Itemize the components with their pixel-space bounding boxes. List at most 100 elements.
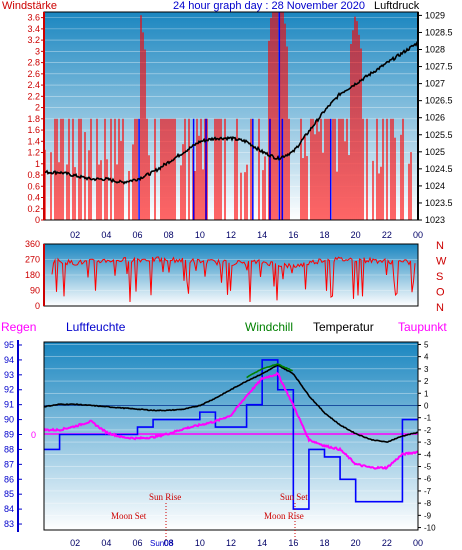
regen-zero-label: 0 [31, 430, 36, 440]
time-tick-label: 00 [413, 230, 423, 240]
humidity-tick-label: 88 [4, 444, 14, 454]
time-tick-label: 22 [382, 538, 392, 548]
time-tick-label: 12 [226, 230, 236, 240]
temperature-tick-label: -9 [424, 511, 432, 520]
temperature-tick-label: -2 [424, 426, 432, 435]
wind-direction-degree-axis: 0 90 180 270 360 [25, 239, 40, 311]
time-tick-label: 08 [164, 538, 174, 548]
wind-direction-series [51, 256, 416, 303]
sun-at-08-label: Sun08 [150, 539, 174, 548]
time-tick-label: 08 [164, 230, 174, 240]
time-tick-label: 10 [195, 230, 205, 240]
temperature-tick-label: 4 [424, 353, 429, 362]
time-tick-label: 00 [413, 538, 423, 548]
pressure-tick-label: 1023.5 [425, 198, 453, 208]
humidity-tick-label: 89 [4, 430, 14, 440]
time-tick-label: 12 [226, 538, 236, 548]
moon-set-label: Moon Set [111, 511, 147, 521]
time-tick-label: 22 [382, 230, 392, 240]
time-tick-label: 20 [351, 230, 361, 240]
pressure-tick-label: 1023 [425, 215, 445, 225]
time-tick-label: 02 [70, 230, 80, 240]
pressure-tick-label: 1025 [425, 147, 445, 157]
time-tick-label: 06 [132, 538, 142, 548]
pressure-axis: 1023 1023.5 1024 1024.5 1025 1025.5 1026 1026.5… [418, 10, 453, 225]
humidity-line [44, 359, 418, 510]
temperature-tick-label: -3 [424, 438, 432, 447]
wind-tick-label: 2 [35, 103, 40, 113]
temperature-tick-label: 0 [424, 401, 429, 410]
temperature-tick-label: -5 [424, 463, 432, 472]
temperature-humidity-series [44, 359, 418, 510]
time-tick-label: 10 [195, 538, 205, 548]
wind-tick-label: 1.2 [27, 148, 40, 158]
temperature-line [44, 364, 418, 444]
time-tick-label: 06 [132, 230, 142, 240]
degree-tick-label: 180 [25, 270, 40, 280]
humidity-tick-label: 92 [4, 385, 14, 395]
humidity-tick-label: 83 [4, 519, 14, 529]
chart-title: 24 hour graph day : 28 November 2020 [173, 0, 365, 12]
pressure-tick-label: 1026.5 [425, 96, 453, 106]
humidity-tick-label: 94 [4, 355, 14, 365]
time-tick-label: 14 [257, 538, 267, 548]
time-tick-label: 16 [288, 230, 298, 240]
temperature-tick-label: -8 [424, 499, 432, 508]
temperature-tick-label: 5 [424, 340, 429, 349]
windchill-line [246, 363, 294, 379]
pressure-tick-label: 1026 [425, 113, 445, 123]
humidity-tick-label: 90 [4, 415, 14, 425]
temperature-tick-label: -7 [424, 487, 432, 496]
luftdruck-label: Luftdruck [374, 0, 420, 12]
wind-tick-label: 3.6 [27, 13, 40, 23]
wind-tick-label: 1.8 [27, 114, 40, 124]
taupunkt-line [44, 371, 418, 471]
pressure-tick-label: 1024 [425, 181, 445, 191]
temperature-tick-label: -1 [424, 414, 432, 423]
legend: Regen Luftfeuchte Windchill Temperatur T… [1, 320, 447, 334]
compass-tick-label: O [436, 287, 445, 299]
time-tick-label: 14 [257, 230, 267, 240]
humidity-tick-label: 84 [4, 504, 14, 514]
wind-tick-label: 1.6 [27, 125, 40, 135]
temperature-tick-label: 1 [424, 389, 429, 398]
compass-tick-label: W [436, 256, 447, 268]
time-axis-bottom: 02 04 06 08 10 12 14 16 18 20 22 00 [70, 538, 423, 548]
pressure-tick-label: 1029 [425, 10, 445, 20]
wind-tick-label: 2.4 [27, 80, 40, 90]
sun-rise-label: Sun Rise [149, 492, 181, 502]
windstaerke-label: Windstärke [2, 0, 57, 12]
time-tick-label: 20 [351, 538, 361, 548]
wind-tick-label: 3 [35, 46, 40, 56]
wind-speed-series [44, 12, 412, 220]
time-tick-label: 04 [101, 538, 111, 548]
astro-annotations: Sun Rise Sun Set Moon Set Moon Rise [111, 492, 308, 542]
time-tick-label: 18 [319, 538, 329, 548]
wind-tick-label: 2.6 [27, 69, 40, 79]
humidity-tick-label: 95 [4, 340, 14, 350]
wind-direction-line [51, 256, 416, 303]
degree-tick-label: 90 [30, 286, 40, 296]
temperature-tick-label: 2 [424, 377, 429, 386]
compass-tick-label: N [436, 240, 444, 252]
time-tick-label: 16 [288, 538, 298, 548]
wind-tick-label: 2.2 [27, 91, 40, 101]
wind-tick-label: 0.2 [27, 204, 40, 214]
wind-tick-label: 0.8 [27, 170, 40, 180]
sun-set-label: Sun Set [280, 492, 308, 502]
wind-speed-axis: 00.20.4 0.60.811.2 1.41.61.82 2.22.42.62.8 3… [27, 13, 44, 225]
legend-windchill: Windchill [245, 320, 293, 334]
compass-tick-label: N [436, 302, 444, 314]
wind-tick-label: 3.2 [27, 35, 40, 45]
wind-tick-label: 0 [35, 215, 40, 225]
pressure-tick-label: 1027.5 [425, 62, 453, 72]
pressure-tick-label: 1025.5 [425, 130, 453, 140]
pressure-tick-label: 1024.5 [425, 164, 453, 174]
pressure-tick-label: 1028 [425, 45, 445, 55]
wind-tick-label: 0.6 [27, 181, 40, 191]
wind-pressure-plot-area [44, 12, 418, 220]
